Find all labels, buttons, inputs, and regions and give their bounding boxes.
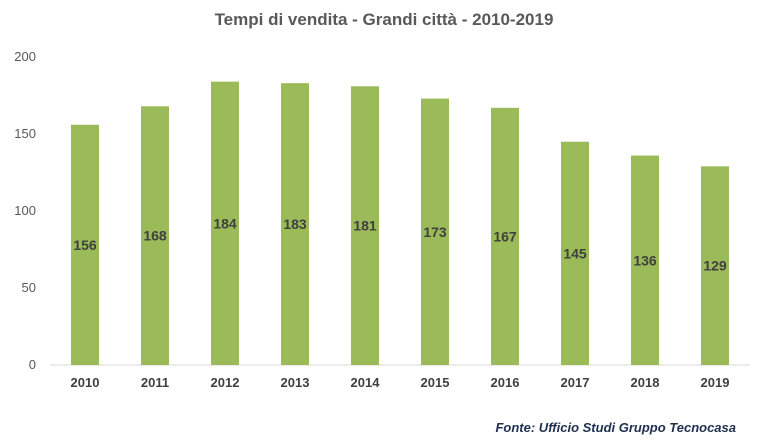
y-tick-label: 0 (29, 357, 36, 372)
bar (701, 166, 729, 365)
bar (561, 141, 589, 365)
y-tick-label: 200 (14, 49, 36, 64)
data-label: 136 (633, 252, 657, 268)
y-tick-label: 150 (14, 126, 36, 141)
data-label: 168 (143, 228, 167, 244)
data-label: 181 (353, 218, 377, 234)
data-label: 173 (423, 224, 447, 240)
x-tick-label: 2012 (211, 375, 240, 390)
data-label: 167 (493, 228, 517, 244)
data-label: 183 (283, 216, 307, 232)
y-tick-label: 100 (14, 203, 36, 218)
x-tick-label: 2011 (141, 375, 169, 390)
x-tick-label: 2015 (421, 375, 450, 390)
data-label: 129 (703, 258, 727, 274)
y-tick-label: 50 (22, 280, 36, 295)
bar (211, 81, 239, 365)
x-tick-label: 2010 (71, 375, 100, 390)
bar (631, 155, 659, 365)
source-note: Fonte: Ufficio Studi Gruppo Tecnocasa (495, 420, 736, 435)
x-tick-label: 2017 (561, 375, 590, 390)
bar (421, 98, 449, 365)
bar (351, 86, 379, 365)
x-tick-label: 2016 (491, 375, 520, 390)
data-label: 156 (73, 237, 97, 253)
bar (71, 124, 99, 365)
x-tick-label: 2019 (701, 375, 730, 390)
data-label: 145 (563, 245, 587, 261)
x-tick-label: 2018 (631, 375, 660, 390)
data-label: 184 (213, 215, 237, 231)
bar (281, 83, 309, 366)
x-tick-label: 2013 (281, 375, 310, 390)
bar (491, 107, 519, 365)
x-tick-label: 2014 (351, 375, 381, 390)
chart-title: Tempi di vendita - Grandi città - 2010-2… (214, 10, 554, 29)
bar (141, 106, 169, 365)
